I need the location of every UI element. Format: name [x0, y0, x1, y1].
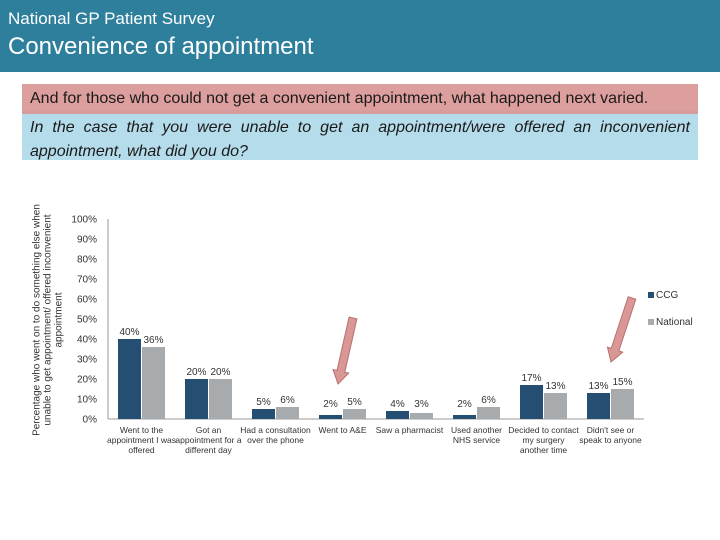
x-category-label: Used another — [451, 425, 502, 435]
data-label-national: 36% — [143, 335, 163, 346]
bar-ccg — [386, 411, 409, 419]
x-category-label: NHS service — [453, 435, 501, 445]
bar-national — [142, 347, 165, 419]
bar-ccg — [453, 415, 476, 419]
x-category-label: Went to A&E — [318, 425, 366, 435]
arrow-didnt-see-anyone — [606, 296, 637, 363]
data-label-ccg: 2% — [323, 399, 338, 410]
y-tick-label: 90% — [77, 235, 97, 246]
arrow-went-to-ae-shape — [332, 316, 358, 385]
y-tick-label: 20% — [77, 375, 97, 386]
x-category-label: different day — [185, 445, 232, 455]
data-label-national: 6% — [280, 395, 295, 406]
x-category-label: another time — [520, 445, 568, 455]
x-category-label: Saw a pharmacist — [376, 425, 444, 435]
x-category-label: my surgery — [522, 435, 565, 445]
data-label-national: 20% — [210, 367, 230, 378]
data-label-national: 6% — [481, 395, 496, 406]
slide-header: National GP Patient Survey Convenience o… — [0, 0, 720, 72]
y-tick-label: 60% — [77, 295, 97, 306]
y-tick-label: 30% — [77, 355, 97, 366]
bar-national — [343, 409, 366, 419]
y-tick-label: 10% — [77, 395, 97, 406]
data-label-ccg: 13% — [588, 381, 608, 392]
y-tick-label: 40% — [77, 335, 97, 346]
bar-national — [410, 413, 433, 419]
legend-swatch-national — [648, 319, 654, 325]
bar-national — [544, 393, 567, 419]
data-label-ccg: 17% — [521, 373, 541, 384]
survey-name: National GP Patient Survey — [8, 9, 215, 28]
y-tick-label: 0% — [83, 415, 98, 426]
x-category-label: Went to the — [120, 425, 164, 435]
bar-ccg — [118, 339, 141, 419]
data-label-ccg: 4% — [390, 399, 405, 410]
summary-text: And for those who could not get a conven… — [30, 90, 649, 107]
bar-ccg — [185, 379, 208, 419]
bar-ccg — [252, 409, 275, 419]
data-label-national: 13% — [545, 381, 565, 392]
x-category-label: appointment I was — [107, 435, 176, 445]
x-category-label: offered — [128, 445, 155, 455]
x-category-label: Had a consultation — [240, 425, 311, 435]
arrow-went-to-ae — [332, 316, 358, 385]
data-label-ccg: 20% — [186, 367, 206, 378]
data-label-national: 3% — [414, 399, 429, 410]
legend-label-ccg: CCG — [656, 290, 678, 301]
y-tick-label: 80% — [77, 255, 97, 266]
bar-ccg — [319, 415, 342, 419]
data-label-ccg: 2% — [457, 399, 472, 410]
question-box — [22, 110, 698, 160]
y-tick-label: 100% — [71, 215, 97, 226]
legend-label-national: National — [656, 317, 693, 328]
x-category-label: Didn't see or — [587, 425, 635, 435]
summary-banner — [22, 84, 698, 114]
y-tick-label: 70% — [77, 275, 97, 286]
bar-national — [276, 407, 299, 419]
data-label-national: 15% — [612, 377, 632, 388]
x-category-label: Decided to contact — [508, 425, 579, 435]
page-title: Convenience of appointment — [8, 33, 314, 60]
data-label-ccg: 40% — [119, 327, 139, 338]
bar-ccg — [587, 393, 610, 419]
x-category-label: over the phone — [247, 435, 304, 445]
data-label-national: 5% — [347, 397, 362, 408]
x-category-label: Got an — [196, 425, 222, 435]
bar-national — [477, 407, 500, 419]
bar-ccg — [520, 385, 543, 419]
x-category-label: speak to anyone — [579, 435, 642, 445]
bar-national — [611, 389, 634, 419]
question-text: In the case that you were unable to get … — [30, 119, 690, 160]
bar-national — [209, 379, 232, 419]
data-label-ccg: 5% — [256, 397, 271, 408]
arrow-didnt-see-anyone-shape — [606, 296, 637, 363]
y-tick-label: 50% — [77, 315, 97, 326]
x-category-label: appointment for a — [175, 435, 241, 445]
legend-swatch-ccg — [648, 292, 654, 298]
